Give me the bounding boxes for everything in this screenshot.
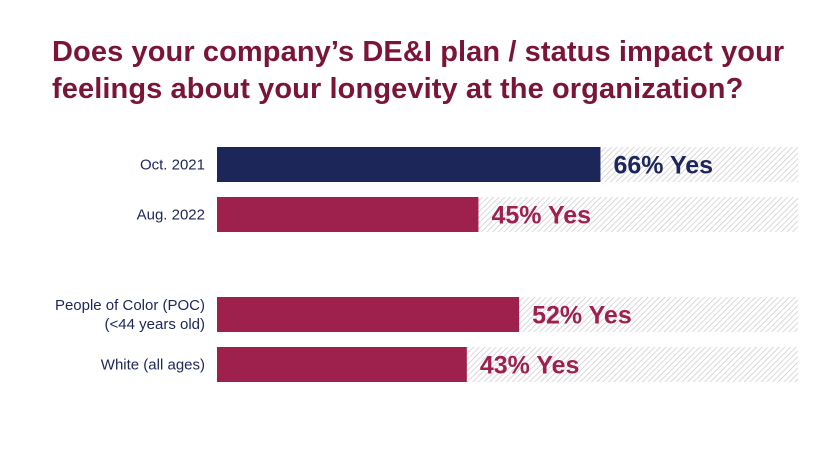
chart-title: Does your company’s DE&I plan / status i… [52, 34, 832, 108]
chart-title-line-2: feelings about your longevity at the org… [52, 73, 744, 105]
bar-row: 66% Yes Oct. 2021 [140, 147, 798, 182]
category-label-1-1-line-0: White (all ages) [101, 357, 205, 374]
bar-row: 45% Yes Aug. 2022 [137, 197, 798, 232]
bar-1-1 [217, 347, 467, 382]
bars-layer: 66% Yes Oct. 2021 45% Yes Aug. 2022 52% Yes P… [55, 147, 798, 382]
bar-0-0 [217, 147, 601, 182]
chart-title-line-1: Does your company’s DE&I plan / status i… [52, 36, 785, 68]
bar-value-label-0-1: 45% Yes [491, 202, 591, 230]
category-label-1-0-line-0: People of Color (POC) [55, 297, 205, 314]
bar-row: 52% Yes People of Color (POC) (<44 years o… [55, 297, 798, 333]
bar-0-1 [217, 197, 479, 232]
bar-row: 43% Yes White (all ages) [101, 347, 798, 382]
bar-value-label-1-1: 43% Yes [480, 352, 580, 380]
bar-value-label-1-0: 52% Yes [532, 302, 632, 330]
category-label-1-0-line-1: (<44 years old) [105, 316, 205, 333]
bar-1-0 [217, 297, 520, 332]
category-label-0-1-line-0: Aug. 2022 [137, 207, 205, 224]
category-label-0-0-line-0: Oct. 2021 [140, 157, 205, 174]
bar-value-label-0-0: 66% Yes [613, 152, 713, 180]
